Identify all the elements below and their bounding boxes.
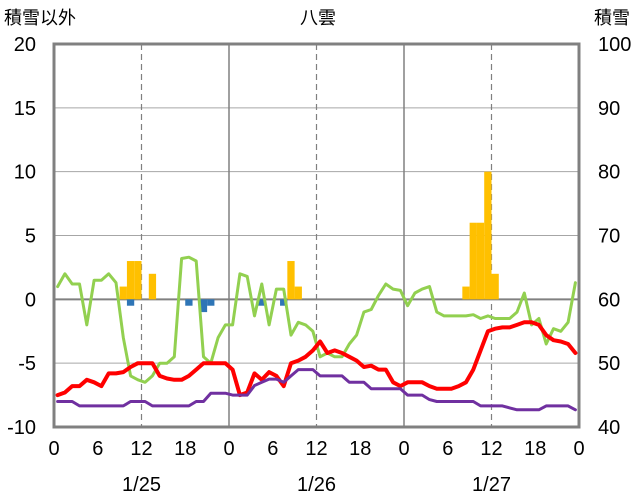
x-tick-label: 6 — [442, 438, 453, 460]
right-tick-label: 80 — [598, 162, 620, 184]
x-tick-label: 12 — [305, 438, 327, 460]
x-axis-ticks: 0 12 18 0 6 12 18 0 6 12 18 0 6 — [48, 438, 584, 460]
right-tick-label: 50 — [598, 353, 620, 375]
bar-series — [119, 171, 499, 313]
x-tick-label: 12 — [480, 438, 502, 460]
right-tick-label: 100 — [598, 34, 631, 56]
snowfall-bar — [469, 222, 477, 300]
plot-frame — [52, 42, 581, 429]
snowfall-bar — [148, 273, 157, 300]
snowfall-bar — [134, 261, 142, 300]
x-tick-label: 6 — [92, 438, 103, 460]
precip-bar — [185, 299, 193, 306]
left-tick-label: 15 — [14, 98, 36, 120]
snowfall-bar — [462, 286, 470, 300]
left-tick-label: 5 — [25, 226, 36, 248]
date-label: 1/26 — [297, 474, 336, 496]
x-tick-label: 18 — [524, 438, 546, 460]
left-tick-label: 0 — [25, 289, 36, 311]
x-tick-label: 6 — [267, 438, 278, 460]
right-tick-label: 70 — [598, 226, 620, 248]
left-axis-title: 積雪以外 — [4, 8, 76, 29]
right-tick-label: 60 — [598, 289, 620, 311]
snowfall-bar — [287, 261, 295, 300]
snowfall-bar — [491, 273, 499, 300]
snowfall-bar — [119, 286, 127, 300]
date-label: 1/27 — [472, 474, 511, 496]
left-tick-label: 20 — [14, 34, 36, 56]
purple-line — [56, 368, 577, 412]
x-tick-label: 0 — [398, 438, 409, 460]
snowfall-bar — [126, 261, 135, 300]
left-axis-ticks: 20 15 10 5 0 -5 -10 — [7, 34, 36, 439]
x-tick-label: 18 — [174, 438, 196, 460]
precip-bar — [199, 299, 208, 313]
x-tick-label: 0 — [573, 438, 584, 460]
gridlines — [54, 44, 579, 427]
date-labels: 1/25 1/26 1/27 — [122, 474, 511, 496]
right-axis-title: 積雪 — [594, 8, 630, 29]
precip-bar — [280, 299, 288, 306]
right-tick-label: 40 — [598, 417, 620, 439]
right-axis-ticks: 100 90 80 70 60 50 40 — [598, 34, 631, 439]
date-label: 1/25 — [122, 474, 161, 496]
snowfall-bar — [476, 222, 485, 300]
precip-bar — [258, 299, 266, 306]
left-tick-label: -10 — [7, 417, 36, 439]
red-line — [55, 320, 578, 398]
left-tick-label: 10 — [14, 162, 36, 184]
line-series — [55, 255, 578, 412]
right-tick-label: 90 — [598, 98, 620, 120]
precip-bar — [207, 299, 215, 306]
left-tick-label: -5 — [18, 353, 36, 375]
x-tick-label: 0 — [223, 438, 234, 460]
chart-title: 八雲 — [300, 8, 336, 29]
precip-bar — [126, 299, 135, 306]
snowfall-bar — [294, 286, 302, 300]
snowfall-bar — [484, 171, 492, 300]
x-tick-label: 18 — [349, 438, 371, 460]
x-tick-label: 0 — [48, 438, 59, 460]
x-tick-label: 12 — [130, 438, 152, 460]
